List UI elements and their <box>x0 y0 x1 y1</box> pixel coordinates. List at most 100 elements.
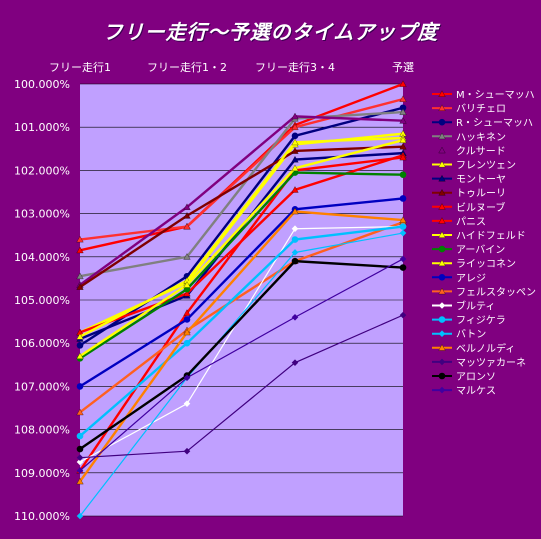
series-line <box>79 136 404 338</box>
series-line <box>79 197 404 388</box>
legend-marker <box>438 330 446 337</box>
legend-label: M・シューマッハ <box>456 90 535 101</box>
series-line <box>79 225 404 463</box>
series-line <box>79 110 404 278</box>
legend-marker <box>438 386 446 394</box>
legend-label: フレンツェン <box>456 161 516 172</box>
data-point <box>183 281 191 288</box>
data-point <box>399 216 407 223</box>
legend-label: アロンソ <box>456 372 496 383</box>
data-point <box>76 467 84 474</box>
series-line <box>79 138 404 358</box>
legend-marker <box>438 372 446 380</box>
legend-marker <box>438 132 446 140</box>
y-tick-label: 104.000% <box>14 251 70 264</box>
data-point <box>183 203 191 210</box>
series-line <box>79 171 404 360</box>
data-point <box>76 246 84 254</box>
data-point <box>76 342 84 349</box>
legend-marker <box>438 118 446 126</box>
data-point <box>183 309 191 316</box>
data-point <box>399 229 407 237</box>
legend-marker <box>438 189 446 196</box>
legend-marker <box>438 344 446 351</box>
data-point <box>183 253 191 260</box>
legend-label: ハッキネン <box>456 131 506 143</box>
chart-title: フリー走行〜予選のタイムアップ度 <box>102 20 439 44</box>
legend-marker <box>438 302 446 309</box>
legend-label: ライッコネン <box>456 258 516 270</box>
data-point <box>76 272 84 280</box>
data-point <box>399 104 407 112</box>
series-line <box>79 232 404 517</box>
y-tick-label: 109.000% <box>14 467 70 480</box>
legend-label: マッツァカーネ <box>456 357 526 369</box>
legend-label: ベルノルディ <box>456 342 515 355</box>
legend-label: マルケス <box>456 385 496 397</box>
legend-marker <box>438 287 446 295</box>
y-tick-label: 102.000% <box>14 164 70 177</box>
legend-marker <box>438 316 446 323</box>
data-point <box>76 445 84 453</box>
legend-marker <box>438 104 446 111</box>
data-point <box>183 447 191 455</box>
data-point <box>291 147 299 154</box>
data-point <box>291 123 299 130</box>
series-line <box>79 258 404 472</box>
data-point <box>291 207 299 215</box>
y-tick-label: 108.000% <box>14 424 70 437</box>
legend-marker <box>438 203 446 210</box>
data-point <box>183 289 191 297</box>
legend-label: トゥルーリ <box>456 189 506 200</box>
gridlines <box>80 83 403 517</box>
legend-marker <box>438 160 446 168</box>
legend-label: フィジケラ <box>456 315 506 327</box>
legend-marker <box>438 358 446 366</box>
data-point <box>399 95 407 102</box>
legend-label: クルサード <box>456 145 506 157</box>
data-point <box>183 400 191 407</box>
data-point <box>291 236 299 243</box>
data-point <box>291 186 299 193</box>
data-point <box>399 80 407 87</box>
legend-marker <box>438 245 446 253</box>
legend-label: バリチェロ <box>456 103 506 115</box>
data-point <box>399 117 407 124</box>
legend-label: R・シューマッハ <box>456 118 533 129</box>
series-line <box>79 259 404 451</box>
data-point <box>76 477 84 485</box>
data-point <box>291 112 299 120</box>
legend-label: ハイドフェルド <box>456 231 526 242</box>
legend-marker <box>438 274 446 281</box>
data-point <box>76 352 84 359</box>
data-point <box>399 136 407 143</box>
legend-label: アレジ <box>456 273 486 284</box>
data-point <box>399 108 407 115</box>
y-tick-label: 105.000% <box>14 294 70 307</box>
legend-marker <box>438 174 446 182</box>
data-point <box>399 195 407 202</box>
y-tick-label: 106.000% <box>14 337 70 350</box>
series-lines <box>76 80 407 520</box>
data-point <box>76 432 84 440</box>
legend-marker <box>438 259 446 266</box>
data-point <box>183 316 191 323</box>
data-point <box>76 458 84 466</box>
data-point <box>76 512 84 520</box>
data-point <box>291 164 299 172</box>
legend-label: フェルスタッペン <box>456 286 536 298</box>
data-point <box>183 212 191 219</box>
x-tick-label: フリー走行3・4 <box>255 61 335 74</box>
series-line <box>79 210 404 483</box>
series-line <box>79 115 404 286</box>
legend-label: パニス <box>456 216 486 228</box>
legend-label: ブルティ <box>456 300 495 313</box>
legend-label: ビルヌーブ <box>456 201 505 214</box>
series-line <box>79 106 404 347</box>
series-line <box>79 221 404 414</box>
series-line <box>79 97 404 241</box>
data-point <box>291 225 299 233</box>
legend-label: バトン <box>456 329 486 341</box>
